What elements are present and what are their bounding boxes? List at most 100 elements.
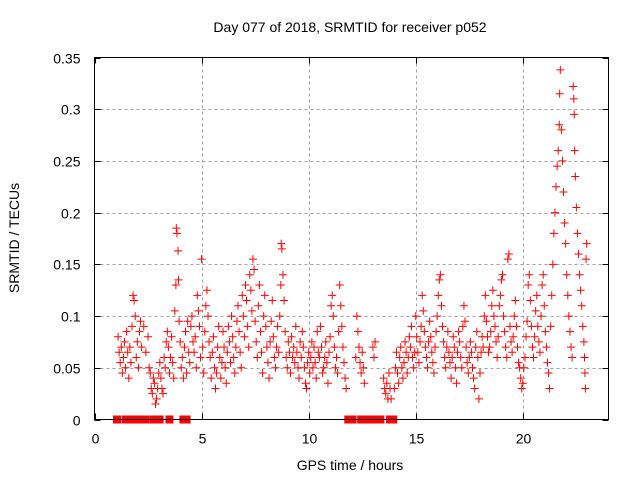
data-point: [558, 156, 567, 165]
data-point: [570, 110, 579, 119]
data-point: [231, 343, 240, 352]
data-point: [454, 327, 463, 336]
data-point: [522, 332, 531, 341]
data-point: [233, 301, 242, 310]
data-point: [574, 250, 583, 259]
data-point: [453, 348, 462, 357]
data-point: [320, 353, 329, 362]
data-point: [136, 317, 145, 326]
data-point: [368, 343, 377, 352]
data-point: [423, 363, 432, 372]
data-point: [321, 337, 330, 346]
data-point: [150, 379, 159, 388]
data-point: [487, 301, 496, 310]
data-point: [260, 291, 269, 300]
data-point: [509, 332, 518, 341]
data-point: [129, 291, 138, 300]
data-point: [582, 239, 591, 248]
data-point: [337, 322, 346, 331]
data-point: [575, 270, 584, 279]
data-point: [301, 379, 310, 388]
data-point: [419, 306, 428, 315]
data-point: [447, 374, 456, 383]
data-point: [268, 296, 277, 305]
data-point: [440, 353, 449, 362]
data-point: [537, 312, 546, 321]
data-point: [504, 250, 513, 259]
data-point: [455, 337, 464, 346]
data-point: [556, 65, 565, 74]
data-point: [570, 146, 579, 155]
data-point: [485, 343, 494, 352]
data-point: [133, 337, 142, 346]
data-point: [533, 322, 542, 331]
data-point: [331, 363, 340, 372]
data-point: [228, 332, 237, 341]
data-point: [267, 317, 276, 326]
data-point: [198, 343, 207, 352]
data-point: [582, 255, 591, 264]
data-point: [493, 353, 502, 362]
data-point: [486, 327, 495, 336]
data-point: [450, 343, 459, 352]
data-point: [322, 358, 331, 367]
data-point: [507, 337, 516, 346]
data-point: [257, 348, 266, 357]
data-point: [457, 363, 466, 372]
grid-lines: [94, 57, 609, 420]
data-point: [165, 368, 174, 377]
data-point: [262, 343, 271, 352]
data-point: [333, 368, 342, 377]
data-point: [371, 337, 380, 346]
data-point: [308, 363, 317, 372]
data-point: [580, 368, 589, 377]
data-point: [461, 317, 470, 326]
data-point: [286, 368, 295, 377]
data-point: [127, 322, 136, 331]
data-point: [175, 317, 184, 326]
data-point: [402, 348, 411, 357]
data-point: [206, 353, 215, 362]
data-point: [563, 291, 572, 300]
data-point: [126, 358, 135, 367]
data-point: [208, 348, 217, 357]
data-point: [510, 312, 519, 321]
data-point: [307, 337, 316, 346]
data-point: [174, 275, 183, 284]
data-point: [553, 162, 562, 171]
data-point: [408, 353, 417, 362]
data-point: [327, 301, 336, 310]
data-point: [313, 327, 322, 336]
data-point: [572, 203, 581, 212]
data-point: [416, 337, 425, 346]
data-point: [283, 363, 292, 372]
data-point: [270, 353, 279, 362]
data-point: [223, 348, 232, 357]
data-point: [428, 358, 437, 367]
y-axis-label: SRMTID / TECUs: [6, 183, 22, 293]
data-point: [148, 389, 157, 398]
data-point: [471, 343, 480, 352]
data-point: [312, 374, 321, 383]
data-point: [280, 296, 289, 305]
data-point: [405, 332, 414, 341]
data-point: [379, 374, 388, 383]
data-point: [532, 291, 541, 300]
data-point: [571, 172, 580, 181]
data-point: [384, 368, 393, 377]
data-point: [207, 374, 216, 383]
data-point: [202, 286, 211, 295]
data-point: [124, 374, 133, 383]
data-point: [156, 374, 165, 383]
data-point: [325, 348, 334, 357]
data-point: [369, 353, 378, 362]
data-point: [181, 327, 190, 336]
data-point: [278, 270, 287, 279]
data-point: [387, 394, 396, 403]
data-point: [295, 374, 304, 383]
data-point: [130, 296, 139, 305]
data-point: [541, 327, 550, 336]
data-point: [352, 312, 361, 321]
data-point: [220, 343, 229, 352]
data-point: [420, 327, 429, 336]
